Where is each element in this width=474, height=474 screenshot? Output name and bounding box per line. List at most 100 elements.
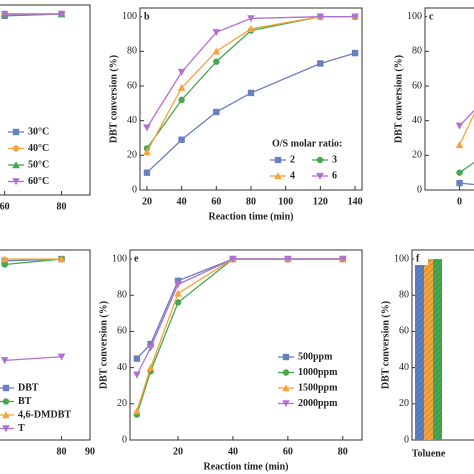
x-tick-label: 80	[57, 446, 67, 457]
marker	[146, 363, 155, 371]
legend-label: 2	[290, 154, 295, 165]
legend-label: 40°C	[28, 143, 49, 154]
line	[459, 109, 474, 127]
legend-label: 2000ppm	[298, 398, 338, 409]
line	[146, 52, 356, 174]
marker	[274, 156, 282, 164]
title-bg	[414, 251, 428, 265]
legend-label: DBT	[18, 382, 39, 393]
y-axis-label: DBT conversion (%)	[380, 301, 391, 389]
marker	[147, 340, 154, 348]
legend-label: 500ppm	[298, 351, 333, 362]
marker	[2, 425, 10, 433]
y-tick-label: 20	[412, 150, 422, 161]
marker	[456, 179, 463, 187]
marker	[317, 60, 324, 67]
legend-label: 30°C	[28, 126, 49, 137]
marker	[12, 161, 20, 169]
legend-label: 50°C	[28, 159, 49, 170]
y-tick-label: 60	[412, 80, 422, 91]
legend-label: T	[18, 423, 25, 434]
x-tick-label: 60	[0, 201, 10, 212]
bar-hatch	[415, 259, 424, 440]
marker	[338, 255, 347, 263]
marker	[316, 172, 324, 180]
marker	[316, 156, 324, 164]
line	[459, 161, 474, 174]
marker	[178, 96, 185, 104]
marker	[212, 47, 221, 55]
line	[4, 258, 62, 266]
x-tick-label: 0	[457, 196, 462, 207]
marker	[177, 83, 186, 91]
y-tick-label: 80	[412, 46, 422, 57]
marker	[213, 108, 220, 116]
y-axis-label: DBT conversion (%)	[98, 301, 109, 389]
marker	[0, 255, 9, 263]
x-tick-label: 60	[283, 446, 293, 457]
plot-frame	[0, 249, 91, 441]
legend-title: O/S molar ratio:	[272, 138, 342, 149]
panel-label: b	[144, 11, 150, 22]
y-tick-label: 40	[117, 362, 127, 373]
marker	[12, 145, 20, 152]
marker	[351, 49, 359, 57]
x-tick-label: 60	[211, 196, 221, 207]
y-tick-label: 100	[394, 253, 409, 264]
marker	[12, 128, 20, 136]
marker	[213, 58, 220, 65]
marker	[57, 255, 66, 263]
y-tick-label: 40	[127, 115, 137, 126]
y-tick-label: 80	[399, 290, 409, 301]
y-tick-label: 60	[117, 326, 127, 337]
marker	[247, 15, 255, 23]
y-tick-label: 0	[404, 434, 409, 445]
line	[146, 16, 356, 128]
marker	[2, 384, 10, 392]
y-tick-label: 80	[117, 290, 127, 301]
bar-hatch	[433, 259, 442, 440]
x-tick-label: 100	[278, 196, 293, 207]
line	[136, 258, 343, 376]
marker	[247, 25, 255, 32]
y-tick-label: 80	[127, 46, 137, 57]
x-tick-label: 120	[313, 196, 328, 207]
title-bg	[142, 9, 156, 23]
plot-frame	[411, 249, 474, 441]
y-tick-label: 60	[127, 80, 137, 91]
marker	[12, 178, 20, 186]
marker	[274, 172, 282, 180]
marker	[146, 344, 155, 352]
marker	[212, 29, 221, 37]
y-tick-label: 20	[117, 398, 127, 409]
y-tick-label: 40	[399, 362, 409, 373]
x-axis-label: Reaction time (min)	[204, 461, 289, 472]
marker	[177, 68, 186, 76]
legend-label: 4	[290, 170, 295, 181]
plot-frame	[129, 249, 363, 441]
bar-hatch	[424, 259, 433, 440]
marker	[143, 124, 151, 132]
legend-label: 1000ppm	[298, 367, 338, 378]
marker	[0, 357, 9, 365]
x-tick-label: 80	[338, 446, 348, 457]
marker	[282, 353, 290, 361]
legend-label: 4,6-DMDBT	[18, 409, 71, 420]
x-tick-label: 80	[57, 201, 67, 212]
panel-label: e	[134, 253, 139, 264]
x-tick-label: Toluene	[412, 448, 446, 459]
marker	[57, 353, 66, 361]
marker	[133, 355, 141, 362]
y-tick-label: 40	[412, 115, 422, 126]
marker	[284, 255, 292, 263]
y-tick-label: 20	[399, 398, 409, 409]
x-tick-label: 40	[177, 196, 187, 207]
marker	[143, 148, 151, 156]
line	[146, 16, 356, 149]
marker	[247, 89, 255, 97]
line	[459, 182, 474, 186]
marker	[143, 169, 151, 176]
marker	[178, 136, 185, 143]
line	[146, 16, 356, 153]
x-tick-label: 140	[348, 196, 363, 207]
